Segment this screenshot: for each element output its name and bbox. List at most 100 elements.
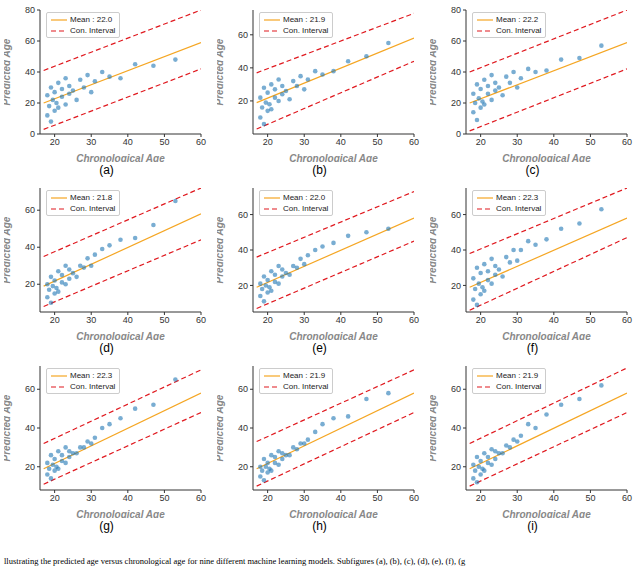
svg-text:40: 40 [549, 315, 559, 325]
svg-text:Chronological Age: Chronological Age [76, 153, 165, 162]
svg-text:20: 20 [50, 137, 60, 147]
svg-text:40: 40 [336, 315, 346, 325]
svg-text:Predicted Age: Predicted Age [8, 394, 12, 461]
svg-text:40: 40 [451, 245, 461, 255]
svg-text:20: 20 [238, 96, 248, 106]
svg-text:Predicted Age: Predicted Age [217, 38, 225, 105]
svg-text:80: 80 [451, 5, 461, 15]
svg-text:60: 60 [196, 137, 206, 147]
html-text:(d): (d) [99, 341, 114, 355]
svg-text:40: 40 [123, 137, 133, 147]
svg-text:60: 60 [238, 210, 248, 220]
svg-text:40: 40 [25, 242, 35, 252]
svg-text:40: 40 [336, 493, 346, 503]
svg-text:Predicted Age: Predicted Age [430, 38, 438, 105]
svg-text:60: 60 [622, 315, 632, 325]
svg-text:20: 20 [50, 493, 60, 503]
svg-text:60: 60 [25, 384, 35, 394]
svg-text:40: 40 [123, 315, 133, 325]
html-text:(g): (g) [99, 519, 114, 533]
svg-text:Predicted Age: Predicted Age [8, 38, 12, 105]
svg-text:40: 40 [549, 137, 559, 147]
svg-text:50: 50 [159, 493, 169, 503]
html-text:(e): (e) [312, 341, 327, 355]
svg-text:60: 60 [622, 493, 632, 503]
svg-text:60: 60 [409, 315, 419, 325]
svg-text:60: 60 [451, 384, 461, 394]
svg-text:60: 60 [196, 493, 206, 503]
svg-text:20: 20 [451, 98, 461, 108]
html-text:(c): (c) [525, 163, 540, 177]
html-text:(a): (a) [99, 163, 114, 177]
svg-text:40: 40 [451, 423, 461, 433]
svg-text:40: 40 [25, 67, 35, 77]
svg-text:20: 20 [25, 98, 35, 108]
svg-text:60: 60 [409, 137, 419, 147]
svg-text:Predicted Age: Predicted Age [8, 216, 12, 283]
html-text:(b): (b) [312, 163, 327, 177]
svg-text:60: 60 [451, 210, 461, 220]
svg-text:0: 0 [456, 129, 461, 139]
svg-text:20: 20 [451, 281, 461, 291]
svg-text:60: 60 [238, 30, 248, 40]
svg-text:20: 20 [263, 493, 273, 503]
svg-text:Chronological Age: Chronological Age [289, 331, 378, 340]
svg-text:50: 50 [372, 315, 382, 325]
svg-text:20: 20 [238, 281, 248, 291]
svg-text:50: 50 [372, 137, 382, 147]
svg-text:20: 20 [476, 315, 486, 325]
svg-text:20: 20 [263, 137, 273, 147]
svg-text:40: 40 [25, 423, 35, 433]
svg-text:Chronological Age: Chronological Age [502, 153, 591, 162]
svg-text:30: 30 [86, 137, 96, 147]
svg-text:30: 30 [512, 315, 522, 325]
svg-text:30: 30 [512, 493, 522, 503]
svg-text:Chronological Age: Chronological Age [502, 509, 591, 518]
svg-text:Predicted Age: Predicted Age [217, 394, 225, 461]
svg-text:40: 40 [336, 137, 346, 147]
svg-text:20: 20 [25, 462, 35, 472]
svg-text:40: 40 [238, 245, 248, 255]
svg-text:20: 20 [476, 493, 486, 503]
svg-text:Predicted Age: Predicted Age [430, 216, 438, 283]
svg-text:30: 30 [299, 137, 309, 147]
svg-text:50: 50 [372, 493, 382, 503]
svg-text:Chronological Age: Chronological Age [289, 509, 378, 518]
svg-text:Chronological Age: Chronological Age [76, 331, 165, 340]
svg-text:50: 50 [159, 137, 169, 147]
svg-text:20: 20 [50, 315, 60, 325]
svg-text:60: 60 [622, 137, 632, 147]
svg-text:30: 30 [86, 493, 96, 503]
svg-text:60: 60 [409, 493, 419, 503]
svg-text:20: 20 [451, 462, 461, 472]
svg-text:50: 50 [585, 315, 595, 325]
svg-text:50: 50 [585, 137, 595, 147]
svg-text:60: 60 [25, 205, 35, 215]
svg-text:20: 20 [25, 279, 35, 289]
svg-text:40: 40 [549, 493, 559, 503]
svg-text:20: 20 [263, 315, 273, 325]
svg-text:20: 20 [238, 462, 248, 472]
svg-text:30: 30 [299, 493, 309, 503]
svg-text:60: 60 [25, 36, 35, 46]
svg-text:60: 60 [196, 315, 206, 325]
svg-text:30: 30 [299, 315, 309, 325]
svg-text:30: 30 [512, 137, 522, 147]
svg-text:20: 20 [476, 137, 486, 147]
svg-text:Chronological Age: Chronological Age [289, 153, 378, 162]
svg-text:0: 0 [30, 129, 35, 139]
svg-text:50: 50 [159, 315, 169, 325]
svg-text:40: 40 [451, 67, 461, 77]
svg-text:Predicted Age: Predicted Age [430, 394, 438, 461]
svg-text:40: 40 [123, 493, 133, 503]
svg-text:50: 50 [585, 493, 595, 503]
svg-text:30: 30 [86, 315, 96, 325]
svg-text:40: 40 [238, 423, 248, 433]
svg-text:60: 60 [238, 384, 248, 394]
svg-text:40: 40 [238, 63, 248, 73]
svg-text:Chronological Age: Chronological Age [502, 331, 591, 340]
svg-text:Chronological Age: Chronological Age [76, 509, 165, 518]
svg-text:80: 80 [25, 5, 35, 15]
svg-text:Predicted Age: Predicted Age [217, 216, 225, 283]
svg-text:60: 60 [451, 36, 461, 46]
